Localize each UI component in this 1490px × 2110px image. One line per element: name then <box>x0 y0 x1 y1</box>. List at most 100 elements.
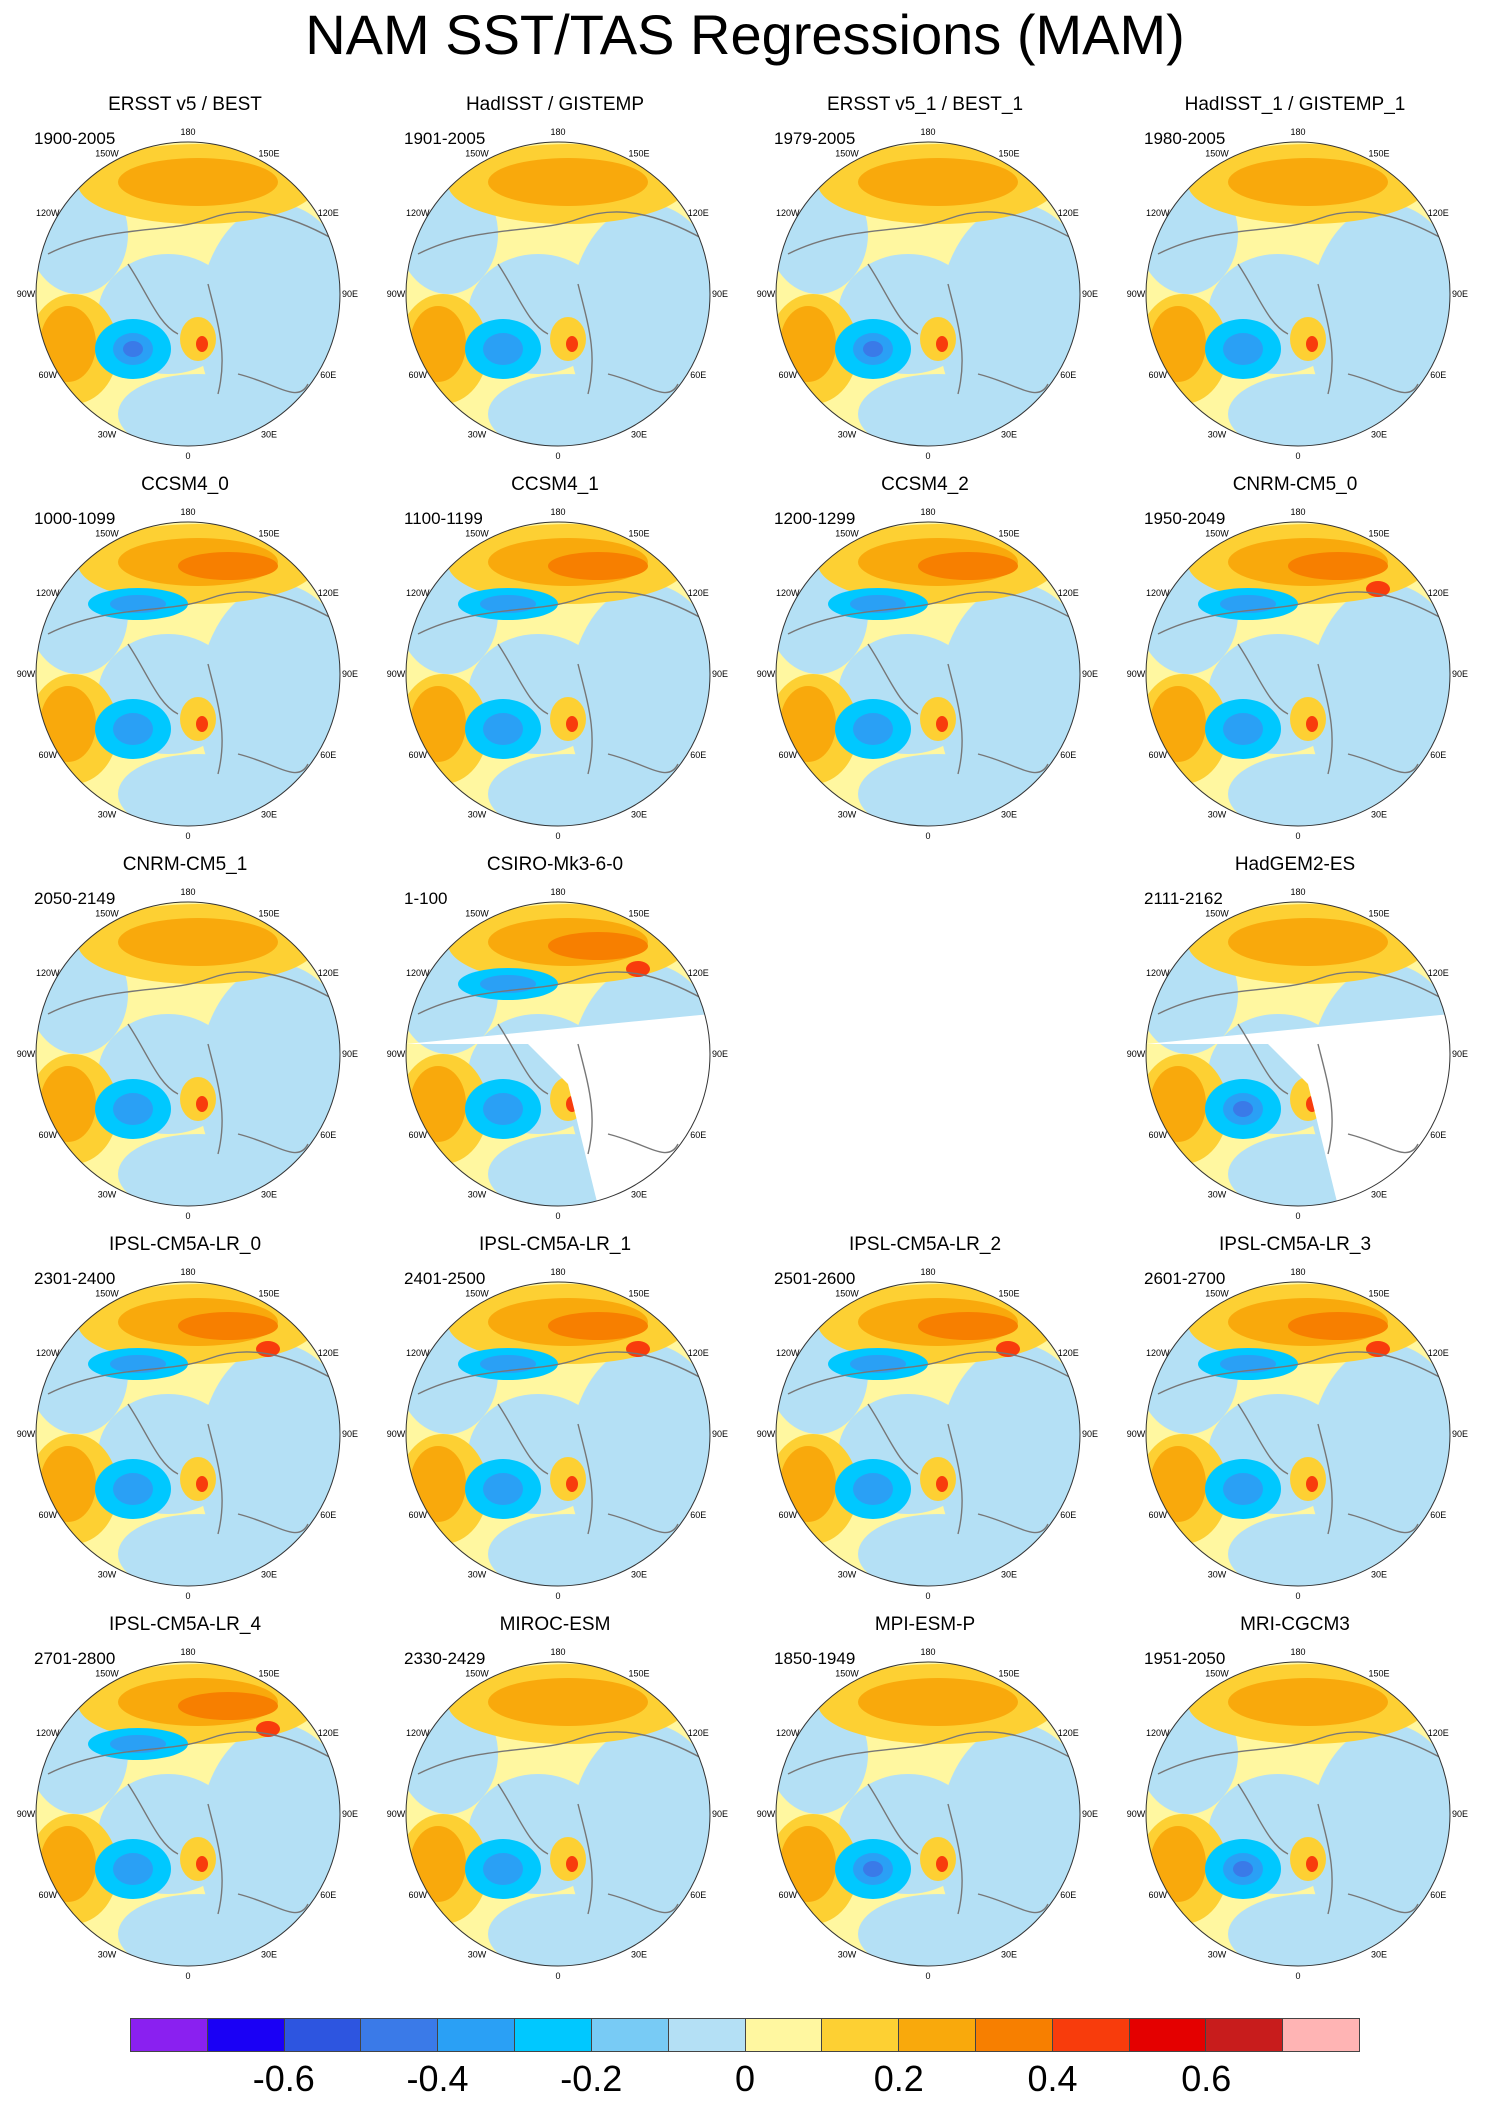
panel-years: 1900-2005 <box>34 129 116 148</box>
colorbar-tick-label: 0.2 <box>873 2058 924 2099</box>
lon-label: 90E <box>712 1429 728 1439</box>
lon-label: 60E <box>1060 750 1076 760</box>
panel-years: 1901-2005 <box>404 129 486 148</box>
lon-label: 90W <box>757 1809 776 1819</box>
lon-label: 60E <box>1430 1890 1446 1900</box>
lon-label: 120E <box>1428 968 1449 978</box>
lon-label: 120W <box>36 1348 60 1358</box>
lon-label: 120E <box>1428 588 1449 598</box>
lon-label: 120E <box>688 208 709 218</box>
panel-years: 1951-2050 <box>1144 1649 1226 1668</box>
lon-label: 90W <box>1127 289 1146 299</box>
colorbar-segment <box>1283 2019 1359 2051</box>
panel-title: CNRM-CM5_0 <box>1232 474 1358 495</box>
lon-label: 120E <box>688 1348 709 1358</box>
map-panel: CNRM-CM5_0 1950-2049 180 150E 120E 90E 60E 30E 0… <box>1110 380 1480 841</box>
map-panel: IPSL-CM5A-LR_0 2301-2400 180 150E 120E 90E 60E… <box>0 1140 370 1601</box>
panel-years: 1850-1949 <box>774 1649 856 1668</box>
panel-title: IPSL-CM5A-LR_2 <box>848 1234 1002 1255</box>
lon-label: 30W <box>98 809 117 819</box>
lon-label: 30E <box>1371 429 1387 439</box>
panel-years: 2111-2162 <box>1144 889 1223 908</box>
lon-label: 30W <box>1208 1189 1227 1199</box>
lon-label: 150W <box>465 909 489 919</box>
polar-map: 180 150E 120E 90E 60E 30E 0 30W 60W 90W 120W 150W <box>17 1647 358 1981</box>
map-panel: ERSST v5 / BEST 1900-2005 180 150E 120E 90E 60… <box>0 0 370 461</box>
panel-title: HadGEM2-ES <box>1234 854 1356 875</box>
colorbar <box>130 2018 1360 2052</box>
lon-label: 90E <box>1452 1049 1468 1059</box>
colorbar-segment <box>515 2019 592 2051</box>
lon-label: 30E <box>1371 809 1387 819</box>
lon-label: 120E <box>688 968 709 978</box>
lon-label: 90W <box>757 669 776 679</box>
lon-label: 120W <box>776 1728 800 1738</box>
lon-label: 30E <box>261 1189 277 1199</box>
lon-label: 30W <box>838 809 857 819</box>
lon-label: 30W <box>468 809 487 819</box>
colorbar-segment <box>745 2019 823 2051</box>
panel-title: IPSL-CM5A-LR_1 <box>478 1234 632 1255</box>
map-panel: IPSL-CM5A-LR_3 2601-2700 180 150E 120E 90E 60E… <box>1110 1140 1480 1601</box>
polar-map: 180 150E 120E 90E 60E 30E 0 30W 60W 90W 120W 150W <box>17 127 358 461</box>
lon-label: 30W <box>1208 1949 1227 1959</box>
lon-label: 30W <box>838 1949 857 1959</box>
lon-label: 150E <box>998 1289 1019 1299</box>
lon-label: 150W <box>465 529 489 539</box>
lon-label: 0 <box>555 451 560 461</box>
colorbar-tick-label: 0 <box>734 2058 756 2099</box>
map-panel: IPSL-CM5A-LR_1 2401-2500 180 150E 120E 90E 60E… <box>370 1140 740 1601</box>
lon-label: 90E <box>342 289 358 299</box>
polar-map: 180 150E 120E 90E 60E 30E 0 30W 60W 90W 120W 150W <box>757 1267 1098 1601</box>
lon-label: 180 <box>550 507 565 517</box>
lon-label: 150E <box>258 529 279 539</box>
polar-map: 180 150E 120E 90E 60E 30E 0 30W 60W 90W 120W 150W <box>757 507 1098 841</box>
lon-label: 120E <box>318 208 339 218</box>
panel-years: 1-100 <box>404 889 448 908</box>
lon-label: 150W <box>465 1289 489 1299</box>
lon-label: 60W <box>778 1510 797 1520</box>
polar-map: 180 150E 120E 90E 60E 30E 0 30W 60W 90W 120W 150W <box>1127 507 1468 841</box>
lon-label: 120W <box>36 968 60 978</box>
lon-label: 60E <box>1430 1510 1446 1520</box>
lon-label: 150W <box>1205 1669 1229 1679</box>
panel-years: 1000-1099 <box>34 509 116 528</box>
polar-map: 180 150E 120E 90E 60E 30E 0 30W 60W 90W 120W 150W <box>387 887 728 1221</box>
colorbar-segment <box>668 2019 746 2051</box>
lon-label: 60W <box>1148 1890 1167 1900</box>
map-panel: ERSST v5_1 / BEST_1 1979-2005 180 150E 120E 9… <box>740 0 1110 461</box>
lon-label: 120W <box>1146 968 1170 978</box>
lon-label: 60W <box>1148 370 1167 380</box>
lon-label: 150E <box>628 1669 649 1679</box>
lon-label: 60E <box>690 370 706 380</box>
lon-label: 90W <box>757 1429 776 1439</box>
polar-map: 180 150E 120E 90E 60E 30E 0 30W 60W 90W 120W 150W <box>1127 127 1468 461</box>
lon-label: 30E <box>261 429 277 439</box>
panel-title: CCSM4_0 <box>141 474 229 495</box>
lon-label: 180 <box>180 127 195 137</box>
lon-label: 180 <box>1290 1647 1305 1657</box>
panel-years: 2701-2800 <box>34 1649 116 1668</box>
lon-label: 180 <box>920 507 935 517</box>
colorbar-tick-label: -0.4 <box>406 2058 469 2099</box>
lon-label: 90E <box>1082 1429 1098 1439</box>
lon-label: 90W <box>17 1049 36 1059</box>
colorbar-segment <box>1206 2019 1284 2051</box>
lon-label: 0 <box>1295 451 1300 461</box>
lon-label: 90E <box>712 1809 728 1819</box>
lon-label: 150E <box>1368 529 1389 539</box>
lon-label: 150W <box>835 529 859 539</box>
colorbar-segment <box>1129 2019 1207 2051</box>
colorbar-segment <box>822 2019 900 2051</box>
lon-label: 150W <box>1205 1289 1229 1299</box>
lon-label: 90E <box>712 289 728 299</box>
lon-label: 60E <box>1060 1510 1076 1520</box>
panel-title: IPSL-CM5A-LR_4 <box>108 1614 262 1635</box>
lon-label: 120W <box>776 588 800 598</box>
lon-label: 30W <box>468 429 487 439</box>
lon-label: 120E <box>318 588 339 598</box>
panel-title: HadISST_1 / GISTEMP_1 <box>1184 94 1406 115</box>
lon-label: 60W <box>38 1130 57 1140</box>
map-panel: CSIRO-Mk3-6-0 1-100 180 150E 120E 90E 60E 30E 0 3… <box>370 760 740 1221</box>
polar-map: 180 150E 120E 90E 60E 30E 0 30W 60W 90W 120W 150W <box>17 1267 358 1601</box>
